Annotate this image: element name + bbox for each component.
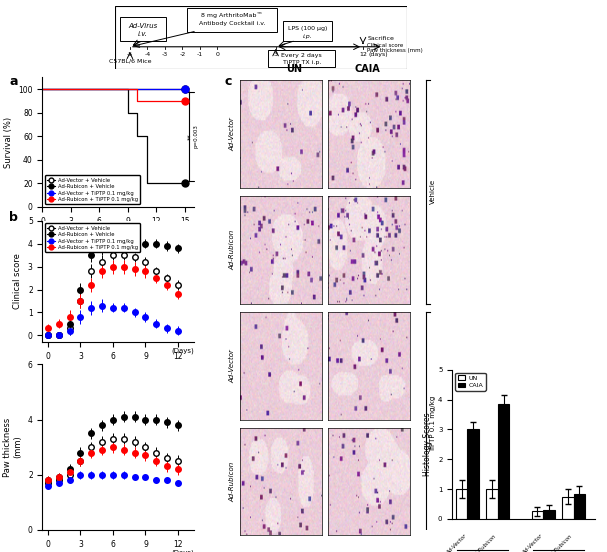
Bar xyxy=(532,511,543,519)
Text: Clinical score: Clinical score xyxy=(367,43,404,47)
Text: -5: -5 xyxy=(127,52,133,57)
Text: Paw thickness (mm): Paw thickness (mm) xyxy=(367,48,423,53)
Text: Ad-Virus: Ad-Virus xyxy=(129,23,158,29)
Text: Ad-Rubicon: Ad-Rubicon xyxy=(548,534,574,552)
Text: Every 2 days: Every 2 days xyxy=(282,53,322,58)
Text: c: c xyxy=(225,75,232,88)
Text: Sacrifice: Sacrifice xyxy=(367,35,394,40)
Text: (days): (days) xyxy=(369,52,388,57)
FancyBboxPatch shape xyxy=(120,18,166,41)
Text: -4: -4 xyxy=(144,52,151,57)
Legend: Ad-Vector + Vehicle, Ad-Rubicon + Vehicle, Ad-Vector + TiPTP 0.1 mg/kg, Ad-Rubic: Ad-Vector + Vehicle, Ad-Rubicon + Vehicl… xyxy=(45,176,140,204)
Text: LPS (100 µg): LPS (100 µg) xyxy=(288,26,327,31)
Bar xyxy=(498,404,509,519)
Text: 0: 0 xyxy=(215,52,219,57)
Text: Ad-Rubicon: Ad-Rubicon xyxy=(229,461,236,502)
Y-axis label: Histology Scores: Histology Scores xyxy=(424,412,432,476)
Y-axis label: Clinical score: Clinical score xyxy=(13,253,22,310)
Bar xyxy=(543,510,555,519)
Legend: Ad-Vector + Vehicle, Ad-Rubicon + Vehicle, Ad-Vector + TiPTP 0.1 mg/kg, Ad-Rubic: Ad-Vector + Vehicle, Ad-Rubicon + Vehicl… xyxy=(45,224,140,252)
Text: Ad-Rubicon: Ad-Rubicon xyxy=(472,534,498,552)
Legend: UN, CAIA: UN, CAIA xyxy=(455,373,486,391)
Text: C57BL/6 Mice: C57BL/6 Mice xyxy=(109,59,151,63)
Bar xyxy=(456,489,467,519)
Text: p=0.003: p=0.003 xyxy=(193,124,198,148)
Y-axis label: Paw thickness
(mm): Paw thickness (mm) xyxy=(3,417,22,477)
Text: (Days): (Days) xyxy=(172,549,194,552)
Text: i.p.: i.p. xyxy=(303,34,313,39)
Text: **: ** xyxy=(188,133,194,140)
Text: TiPTP TX i.p.: TiPTP TX i.p. xyxy=(283,60,321,65)
Text: CAIA: CAIA xyxy=(354,64,380,74)
Text: TiPTP 0.1 mg/kg: TiPTP 0.1 mg/kg xyxy=(430,396,436,452)
Text: -2: -2 xyxy=(179,52,186,57)
Text: Antibody Cocktail i.v.: Antibody Cocktail i.v. xyxy=(198,22,265,26)
Text: 12: 12 xyxy=(359,52,367,57)
FancyBboxPatch shape xyxy=(283,20,333,41)
Text: Ad-Vector: Ad-Vector xyxy=(521,534,543,552)
Text: Ad-Rubicon: Ad-Rubicon xyxy=(229,230,236,270)
Bar xyxy=(467,429,479,519)
Bar xyxy=(562,497,574,519)
FancyBboxPatch shape xyxy=(268,50,335,67)
Text: Vehicle: Vehicle xyxy=(430,179,436,204)
X-axis label: Days after CAIA: Days after CAIA xyxy=(86,231,151,240)
Text: a: a xyxy=(9,75,18,88)
FancyBboxPatch shape xyxy=(187,8,277,31)
Text: 3: 3 xyxy=(274,52,277,57)
Bar xyxy=(486,489,498,519)
Text: -1: -1 xyxy=(197,52,203,57)
Bar xyxy=(574,493,585,519)
Text: Ad-Vector: Ad-Vector xyxy=(229,117,236,151)
Text: -3: -3 xyxy=(161,52,168,57)
Y-axis label: Survival (%): Survival (%) xyxy=(4,116,13,168)
Text: UN: UN xyxy=(287,64,302,74)
Text: i.v.: i.v. xyxy=(138,31,148,37)
Text: Ad-Vector: Ad-Vector xyxy=(229,349,236,383)
Text: b: b xyxy=(9,211,18,224)
Text: (Days): (Days) xyxy=(172,348,194,354)
Text: Ad-Vector: Ad-Vector xyxy=(445,534,467,552)
Text: 8 mg ArthritoMab™: 8 mg ArthritoMab™ xyxy=(201,12,263,18)
